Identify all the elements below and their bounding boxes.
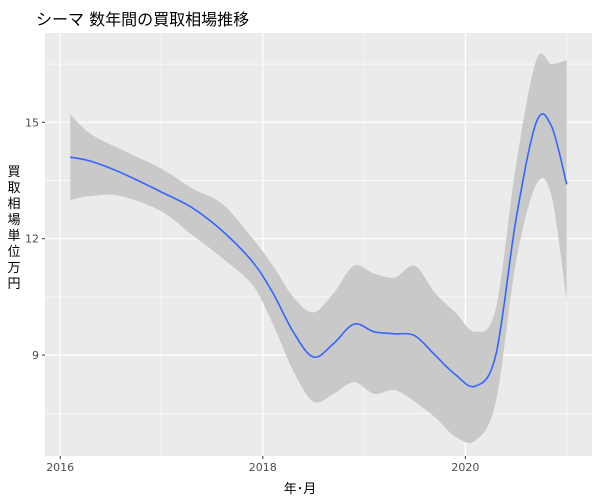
x-tick-label: 2018 [249, 461, 277, 474]
y-axis-label: 買取相場 単位 万円 [7, 165, 34, 292]
trend-line [70, 113, 568, 388]
y-axis-ticks: 9 12 15 [25, 116, 45, 362]
chart-title: シーマ 数年間の買取相場推移 [36, 10, 250, 29]
x-tick-label: 2020 [451, 461, 479, 474]
y-tick-label: 9 [32, 349, 39, 362]
x-axis-ticks: 2016 2018 2020 [46, 456, 479, 474]
y-tick-label: 15 [25, 116, 39, 129]
y-tick-label: 12 [25, 233, 39, 246]
confidence-band [70, 53, 567, 443]
x-tick-label: 2016 [46, 461, 74, 474]
x-axis-label: 年･月 [283, 482, 317, 497]
